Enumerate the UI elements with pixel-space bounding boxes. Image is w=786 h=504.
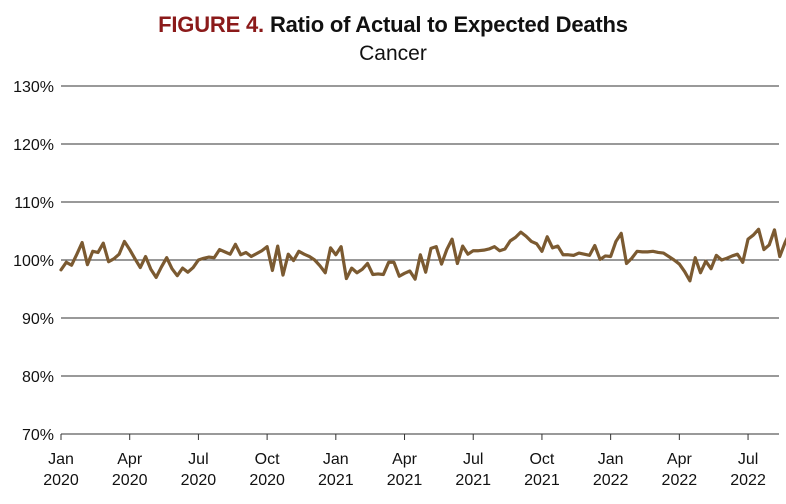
x-tick-month: Jul (463, 451, 483, 468)
x-tick-month: Jan (48, 451, 74, 468)
x-tick-year: 2020 (112, 472, 148, 489)
y-tick-label: 70% (22, 427, 54, 444)
x-axis-ticks: Jan 2020 Apr 2020 Jul 2020 Oct 2020 Jan 2021 Apr 20… (43, 434, 766, 489)
y-tick-label: 100% (13, 253, 54, 270)
chart-title-text: Ratio of Actual to Expected Deaths (269, 12, 628, 37)
x-tick-year: 2021 (524, 472, 560, 489)
chart-title-block: FIGURE 4. Ratio of Actual to Expected Dea… (0, 12, 786, 66)
chart-title: FIGURE 4. Ratio of Actual to Expected Dea… (0, 12, 786, 38)
x-tick-year: 2021 (318, 472, 354, 489)
x-tick-year: 2021 (455, 472, 491, 489)
x-tick-month: Jul (188, 451, 208, 468)
y-tick-label: 90% (22, 311, 54, 328)
x-tick-month: Apr (117, 451, 143, 468)
x-tick-month: Oct (255, 451, 280, 468)
x-tick-month: Apr (392, 451, 418, 468)
series-line-cancer (59, 227, 786, 283)
x-tick-year: 2022 (662, 472, 698, 489)
x-tick-year: 2022 (593, 472, 629, 489)
x-tick-month: Jul (738, 451, 758, 468)
y-axis-labels: 70% 80% 90% 100% 110% 120% 130% (13, 79, 54, 444)
x-tick-month: Jan (323, 451, 349, 468)
x-tick-year: 2022 (730, 472, 766, 489)
y-tick-label: 120% (13, 137, 54, 154)
chart-subtitle: Cancer (359, 42, 427, 65)
figure-label: FIGURE 4. (158, 12, 264, 37)
y-tick-label: 130% (13, 79, 54, 96)
x-tick-month: Oct (529, 451, 554, 468)
x-tick-year: 2020 (181, 472, 217, 489)
gridlines (61, 85, 779, 377)
y-tick-label: 80% (22, 369, 54, 386)
x-tick-year: 2020 (249, 472, 285, 489)
x-tick-month: Apr (667, 451, 693, 468)
x-tick-month: Jan (598, 451, 624, 468)
x-tick-year: 2020 (43, 472, 79, 489)
y-tick-label: 110% (14, 195, 54, 212)
x-tick-year: 2021 (387, 472, 423, 489)
